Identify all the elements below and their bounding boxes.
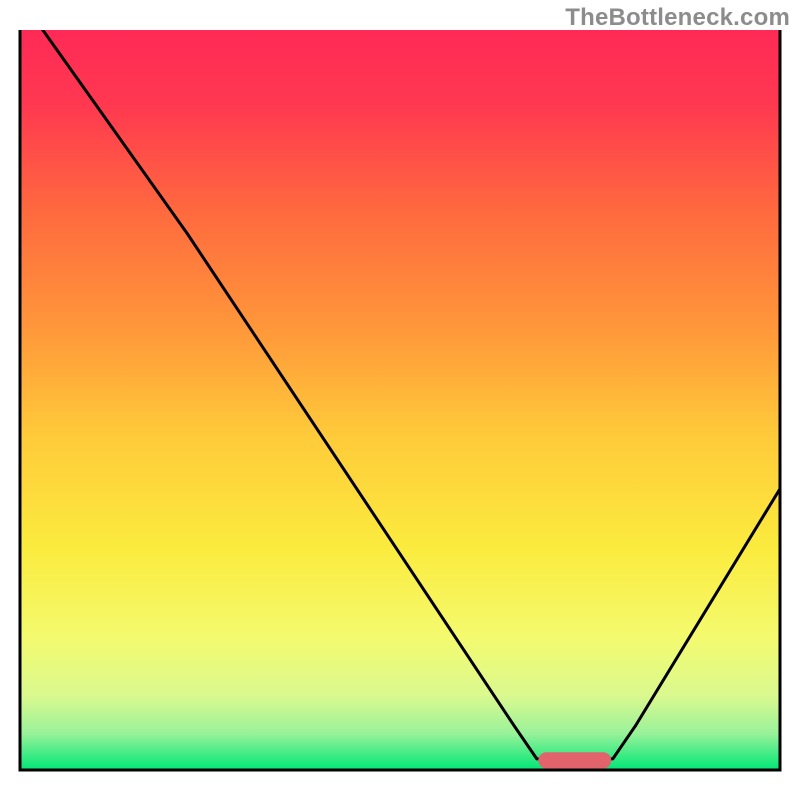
chart-background (20, 30, 780, 770)
watermark-text: TheBottleneck.com (565, 4, 790, 32)
bottleneck-chart (0, 0, 800, 800)
optimal-marker (538, 752, 611, 768)
